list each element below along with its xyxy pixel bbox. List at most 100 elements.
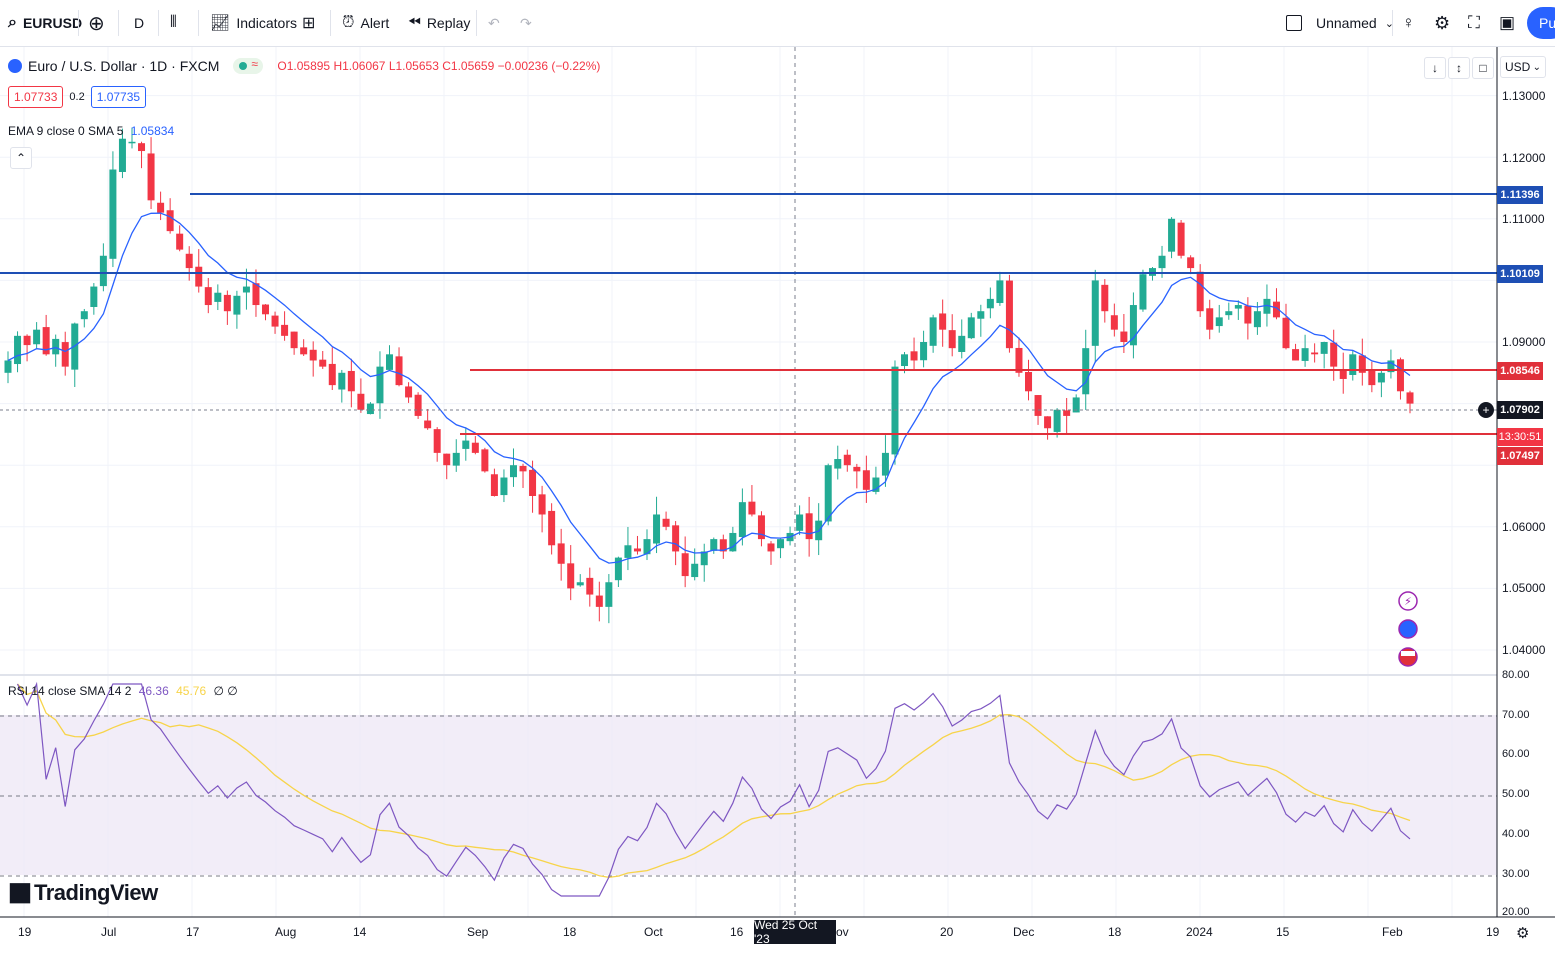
candle-body <box>853 466 861 472</box>
candle-body <box>891 366 899 455</box>
candle-body <box>1015 347 1023 373</box>
quick-search-button[interactable]: ♀ <box>1402 0 1415 46</box>
candle-body <box>1225 311 1233 316</box>
bid-ask: 1.07733 0.2 1.07735 <box>8 86 147 108</box>
time-tick: 20 <box>940 925 954 939</box>
alert-button[interactable]: ⏰︎ Alert <box>342 0 389 46</box>
candle-body <box>1072 397 1080 413</box>
candle-body <box>1339 370 1347 379</box>
candle-body <box>1187 257 1195 269</box>
rsi-line <box>16 681 1411 897</box>
price-tick: 1.12000 <box>1502 151 1546 165</box>
change-value: −0.00236 (−0.22%) <box>497 59 601 73</box>
candle-body <box>595 595 603 607</box>
ema-legend[interactable]: EMA 9 close 0 SMA 5 1.05834 <box>8 124 174 138</box>
candle-body <box>796 514 804 531</box>
time-tick: 19 <box>18 925 32 939</box>
symbol-title[interactable]: Euro / U.S. Dollar · 1D · FXCM <box>28 58 220 74</box>
candle-body <box>490 474 498 496</box>
candle-body <box>328 363 336 386</box>
buy-button[interactable]: 1.07735 <box>90 86 147 108</box>
candle-body <box>872 477 880 492</box>
chart-type-button[interactable]: ⫴ <box>170 0 183 46</box>
candle-body <box>4 360 12 373</box>
time-tick: Feb <box>1382 925 1403 939</box>
time-tick: 18 <box>563 925 577 939</box>
rsi-legend[interactable]: RSI 14 close SMA 14 2 46.36 45.76 ∅ ∅ <box>8 684 238 698</box>
candle-body <box>176 233 184 250</box>
candle-body <box>691 563 699 578</box>
candle-body <box>748 501 756 515</box>
candle-body <box>586 577 594 595</box>
candle-body <box>214 292 222 302</box>
fullscreen-button[interactable]: ⛶ <box>1468 0 1480 46</box>
candle-body <box>271 315 279 327</box>
symbol-search[interactable]: ⌕ EURUSD <box>8 0 82 46</box>
layout-menu[interactable]: Unnamed ⌄ <box>1286 0 1394 46</box>
time-tick: 17 <box>186 925 200 939</box>
candle-body <box>576 582 584 586</box>
rsi-tick: 20.00 <box>1502 906 1530 918</box>
price-tick: 1.04000 <box>1502 643 1546 657</box>
close-value: C1.05659 <box>442 59 495 73</box>
collapse-button[interactable]: ↕ <box>1448 57 1470 79</box>
compare-symbol-button[interactable]: ⊕ <box>88 0 111 46</box>
time-tick: 16 <box>730 925 744 939</box>
candle-body <box>1168 218 1176 252</box>
horizontal-lines <box>0 193 1497 435</box>
tradingview-logo-icon: ⬛︎ <box>10 881 30 904</box>
redo-button[interactable]: ↷ <box>520 0 532 46</box>
candle-body <box>109 169 117 259</box>
candle-body <box>1292 349 1300 361</box>
candle-body <box>1234 305 1242 309</box>
candle-body <box>1101 284 1109 312</box>
publish-button[interactable]: Pu <box>1527 7 1555 39</box>
redo-icon: ↷ <box>520 14 532 31</box>
rsi-sma-line <box>17 683 1411 879</box>
rsi-tick: 50.00 <box>1502 788 1530 800</box>
candle-body <box>901 354 909 367</box>
sell-button[interactable]: 1.07733 <box>8 86 64 108</box>
time-tick: Sep <box>467 925 489 939</box>
candle-body <box>1244 305 1252 324</box>
settings-button[interactable]: ⚙ <box>1434 0 1450 46</box>
replay-icon: ⏪︎ <box>408 14 421 31</box>
collapse-legend-button[interactable]: ⌃ <box>10 147 32 169</box>
time-tick: ov <box>836 925 849 939</box>
candle-body <box>128 141 136 144</box>
add-alert-plus-icon[interactable]: + <box>1478 402 1494 418</box>
candle-body <box>462 440 470 449</box>
interval-button[interactable]: D <box>134 0 144 46</box>
candle-body <box>204 287 212 306</box>
candle-body <box>42 327 50 355</box>
undo-button[interactable]: ↶ <box>488 0 500 46</box>
replay-button[interactable]: ⏪︎ Replay <box>408 0 470 46</box>
indicators-button[interactable]: 📈︎ Indicators <box>210 0 297 46</box>
candle-body <box>538 494 546 515</box>
camera-icon: ▣ <box>1499 13 1516 32</box>
snapshot-button[interactable]: ▣ <box>1499 0 1515 46</box>
rsi-value: 46.36 <box>138 684 169 698</box>
maximize-icon: □ <box>1479 61 1487 75</box>
candle-body <box>710 539 718 551</box>
templates-button[interactable]: ⊞ <box>302 0 321 46</box>
candle-body <box>1148 268 1156 276</box>
candle-body <box>672 525 680 552</box>
layout-name: Unnamed <box>1316 15 1377 31</box>
time-tick: 15 <box>1276 925 1290 939</box>
event-marker <box>1398 591 1418 611</box>
flag-stripe <box>1401 651 1415 656</box>
chart-canvas[interactable]: ⚡︎ <box>0 47 1555 955</box>
candle-body <box>977 311 985 319</box>
candle-body <box>357 393 365 410</box>
scroll-down-button[interactable]: ↓ <box>1424 57 1446 79</box>
candle-body <box>1406 392 1414 404</box>
price-tick: 1.05000 <box>1502 581 1546 595</box>
candle-body <box>319 359 327 367</box>
maximize-button[interactable]: □ <box>1472 57 1494 79</box>
candle-body <box>1368 369 1376 386</box>
time-axis-settings-icon[interactable]: ⚙ <box>1516 925 1530 942</box>
spread-value: 0.2 <box>69 91 85 103</box>
rsi-levels <box>0 715 1497 877</box>
currency-selector[interactable]: USD ⌄ <box>1500 56 1546 78</box>
